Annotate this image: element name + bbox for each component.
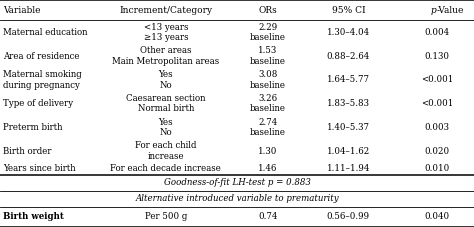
Text: baseline: baseline <box>250 33 286 42</box>
Text: Maternal education: Maternal education <box>3 28 87 37</box>
Text: Main Metropolitan areas: Main Metropolitan areas <box>112 57 219 66</box>
Text: 1.40–5.37: 1.40–5.37 <box>327 123 370 132</box>
Text: 1.64–5.77: 1.64–5.77 <box>327 75 370 84</box>
Text: 0.040: 0.040 <box>425 212 450 221</box>
Text: <0.001: <0.001 <box>421 75 454 84</box>
Text: <0.001: <0.001 <box>421 99 454 108</box>
Text: 3.08: 3.08 <box>258 70 277 79</box>
Text: 1.30: 1.30 <box>258 147 277 155</box>
Text: baseline: baseline <box>250 57 286 66</box>
Text: baseline: baseline <box>250 104 286 113</box>
Text: Caesarean section: Caesarean section <box>126 94 206 103</box>
Text: Yes: Yes <box>159 70 173 79</box>
Text: 0.003: 0.003 <box>425 123 450 132</box>
Text: increase: increase <box>147 152 184 161</box>
Text: baseline: baseline <box>250 128 286 137</box>
Text: Maternal smoking: Maternal smoking <box>3 70 82 79</box>
Text: -Value: -Value <box>437 6 464 15</box>
Text: 2.74: 2.74 <box>258 118 277 127</box>
Text: No: No <box>160 128 172 137</box>
Text: Yes: Yes <box>159 118 173 127</box>
Text: 3.26: 3.26 <box>258 94 277 103</box>
Text: Increment/Category: Increment/Category <box>119 6 212 15</box>
Text: 95% CI: 95% CI <box>332 6 365 15</box>
Text: Goodness-of-fit LH-test p = 0.883: Goodness-of-fit LH-test p = 0.883 <box>164 178 310 188</box>
Text: 0.004: 0.004 <box>425 28 450 37</box>
Text: 2.29: 2.29 <box>258 22 277 32</box>
Text: Birth order: Birth order <box>3 147 51 155</box>
Text: baseline: baseline <box>250 81 286 89</box>
Text: 1.30–4.04: 1.30–4.04 <box>327 28 370 37</box>
Text: <13 years: <13 years <box>144 22 188 32</box>
Text: 0.56–0.99: 0.56–0.99 <box>327 212 370 221</box>
Text: 0.74: 0.74 <box>258 212 277 221</box>
Text: 1.83–5.83: 1.83–5.83 <box>327 99 370 108</box>
Text: No: No <box>160 81 172 89</box>
Text: p: p <box>431 6 437 15</box>
Text: 0.130: 0.130 <box>425 52 450 61</box>
Text: 0.88–2.64: 0.88–2.64 <box>327 52 370 61</box>
Text: Normal birth: Normal birth <box>138 104 194 113</box>
Text: 0.020: 0.020 <box>425 147 450 155</box>
Text: ≥13 years: ≥13 years <box>144 33 188 42</box>
Text: Area of residence: Area of residence <box>3 52 79 61</box>
Text: Variable: Variable <box>3 6 40 15</box>
Text: 0.010: 0.010 <box>425 164 450 173</box>
Text: Other areas: Other areas <box>140 46 191 55</box>
Text: For each child: For each child <box>135 141 197 150</box>
Text: Type of delivery: Type of delivery <box>3 99 73 108</box>
Text: Birth weight: Birth weight <box>3 212 64 221</box>
Text: Alternative introduced variable to prematurity: Alternative introduced variable to prema… <box>135 194 339 203</box>
Text: Years since birth: Years since birth <box>3 164 75 173</box>
Text: during pregnancy: during pregnancy <box>3 81 80 89</box>
Text: Per 500 g: Per 500 g <box>145 212 187 221</box>
Text: 1.53: 1.53 <box>258 46 277 55</box>
Text: 1.04–1.62: 1.04–1.62 <box>327 147 370 155</box>
Text: For each decade increase: For each decade increase <box>110 164 221 173</box>
Text: ORs: ORs <box>258 6 277 15</box>
Text: 1.11–1.94: 1.11–1.94 <box>327 164 370 173</box>
Text: 1.46: 1.46 <box>258 164 277 173</box>
Text: Preterm birth: Preterm birth <box>3 123 63 132</box>
